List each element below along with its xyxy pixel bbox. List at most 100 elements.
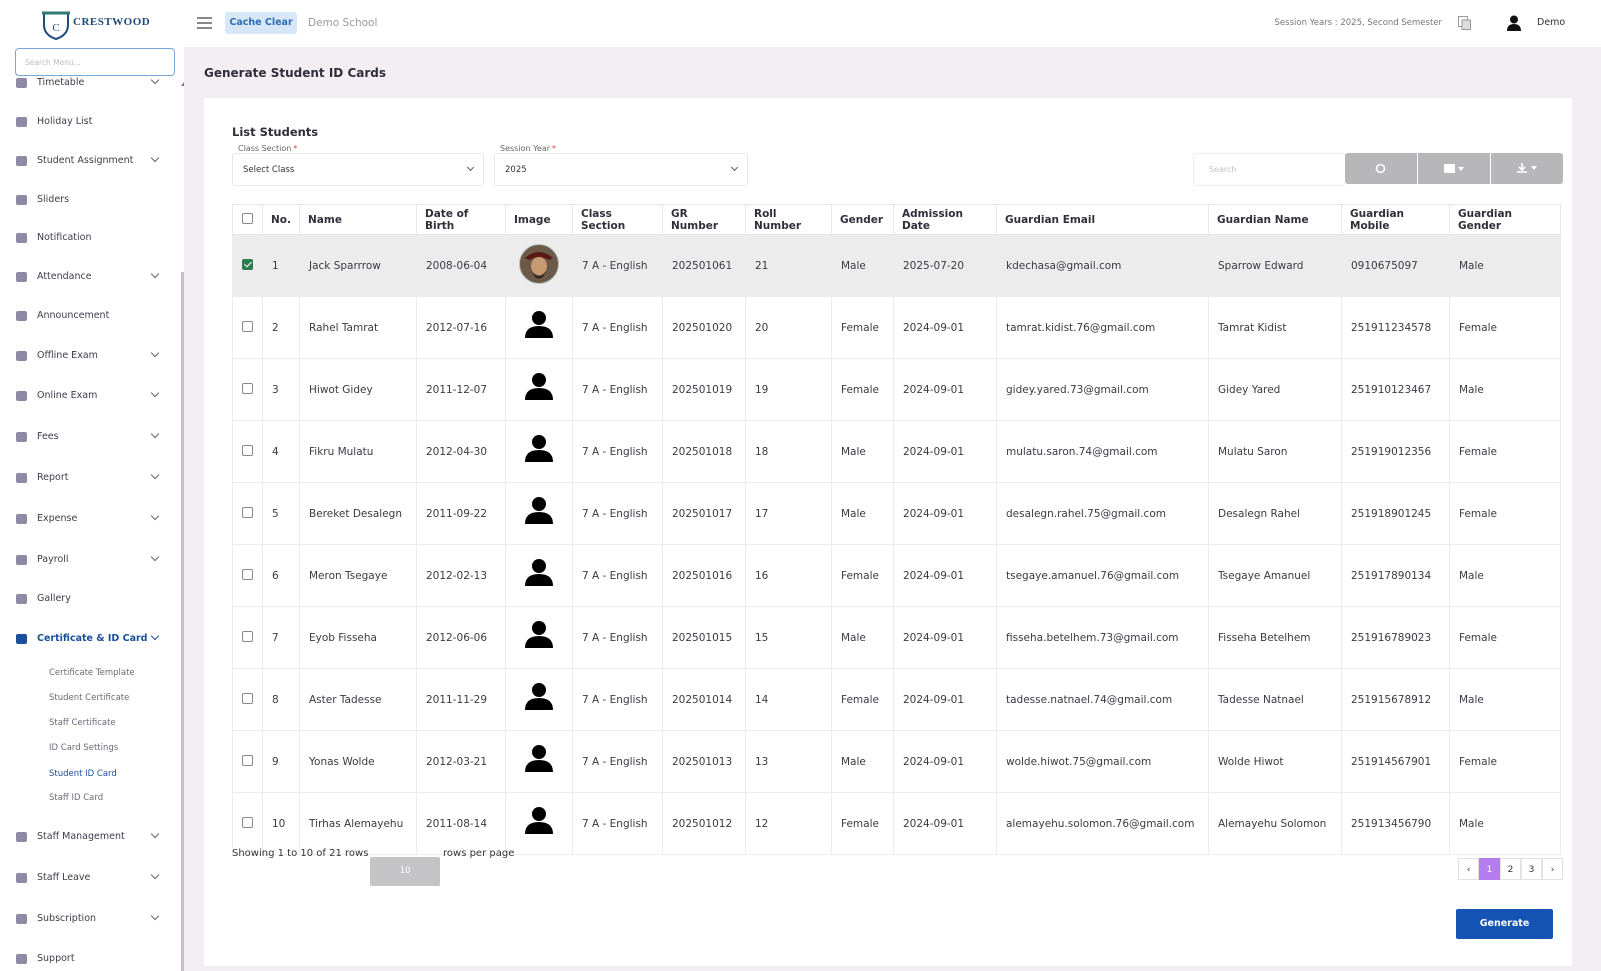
language-icon[interactable]	[1458, 16, 1471, 30]
menu-item[interactable]: Staff Leave	[0, 869, 176, 889]
menu-item[interactable]: Expense	[0, 510, 176, 530]
header-cell: Roll Number	[745, 204, 832, 235]
filter-select[interactable]: Select Class	[232, 153, 484, 186]
row-checkbox[interactable]	[242, 630, 253, 642]
submenu-item[interactable]: Certificate Template	[49, 668, 135, 678]
table-cell: 7 A - English	[572, 420, 663, 483]
menu-chevron	[150, 552, 160, 562]
filter-label-text: Session Year	[500, 144, 551, 153]
row-checkbox[interactable]	[242, 320, 253, 332]
row-checkbox[interactable]	[242, 382, 253, 394]
menu-item[interactable]: Staff Management	[0, 828, 176, 848]
table-cell: Fisseha Betelhem	[1208, 606, 1342, 669]
table-cell: 7 A - English	[572, 606, 663, 669]
table-search-placeholder: Search	[1209, 165, 1237, 174]
row-checkbox[interactable]	[242, 816, 253, 828]
submenu-item[interactable]: Student ID Card	[49, 769, 117, 779]
header-cell	[232, 204, 263, 235]
filter-label-text: Class Section	[238, 144, 292, 153]
menu-chevron	[150, 348, 160, 358]
menu-label: Payroll	[37, 554, 69, 565]
menu-icon	[16, 391, 27, 401]
page-number[interactable]: 2	[1500, 858, 1521, 880]
user-name[interactable]: Demo	[1537, 17, 1566, 28]
row-checkbox[interactable]	[242, 444, 253, 456]
table-cell: Male	[1449, 234, 1561, 297]
table-cell: Male	[831, 730, 894, 793]
menu-toggle[interactable]	[197, 17, 212, 29]
table-cell: 2024-09-01	[893, 544, 997, 607]
submenu-item[interactable]: ID Card Settings	[49, 743, 119, 753]
svg-text:C: C	[52, 22, 59, 34]
user-avatar[interactable]	[1507, 15, 1521, 31]
menu-item[interactable]: Holiday List	[0, 113, 176, 133]
menu-item[interactable]: Gallery	[0, 590, 176, 610]
page-number[interactable]: 1	[1479, 858, 1500, 880]
table-cell: 251916789023	[1341, 606, 1450, 669]
required-mark: *	[552, 144, 557, 153]
select-all-checkbox[interactable]	[242, 212, 253, 224]
menu-icon	[16, 873, 27, 883]
menu-item[interactable]: Online Exam	[0, 387, 176, 407]
page-size-select[interactable]: 10	[370, 857, 440, 886]
menu-item[interactable]: Sliders	[0, 191, 176, 211]
menu-item[interactable]: Announcement	[0, 307, 176, 327]
row-checkbox[interactable]	[242, 754, 253, 766]
menu-item[interactable]: Certificate & ID Card	[0, 630, 176, 650]
table-cell: 2011-09-22	[416, 482, 506, 545]
header-cell: Admission Date	[893, 204, 997, 235]
table-cell: tadesse.natnael.74@gmail.com	[996, 668, 1209, 731]
menu-item[interactable]: Subscription	[0, 910, 176, 930]
export-button[interactable]	[1491, 153, 1563, 184]
menu-item[interactable]: Attendance	[0, 268, 176, 288]
cache-clear-button[interactable]: Cache Clear	[225, 12, 297, 34]
session-info: Session Years : 2025, Second Semester	[1274, 18, 1442, 28]
refresh-button[interactable]	[1345, 153, 1417, 184]
next-page[interactable]: ›	[1542, 858, 1563, 880]
table-cell: 251914567901	[1341, 730, 1450, 793]
row-checkbox[interactable]	[242, 568, 253, 580]
menu-item[interactable]: Payroll	[0, 551, 176, 571]
row-checkbox[interactable]	[242, 506, 253, 518]
menu-item[interactable]: Notification	[0, 229, 176, 249]
columns-button[interactable]	[1418, 153, 1490, 184]
table-cell: 202501015	[662, 606, 746, 669]
prev-page[interactable]: ‹	[1458, 858, 1479, 880]
menu-search[interactable]: Search Menu...	[15, 48, 175, 76]
table-row: 5 Bereket Desalegn 2011-09-22 7 A - English…	[232, 482, 1561, 545]
menu-item[interactable]: Student Assignment	[0, 152, 176, 172]
menu-icon	[16, 514, 27, 524]
table-cell: 7 A - English	[572, 296, 663, 359]
table-cell: 1	[262, 234, 300, 297]
menu-search-placeholder: Search Menu...	[25, 58, 81, 67]
table-cell: Tadesse Natnael	[1208, 668, 1342, 731]
submenu-item[interactable]: Staff ID Card	[49, 793, 104, 803]
table-row: 3 Hiwot Gidey 2011-12-07 7 A - English 20250…	[232, 358, 1561, 421]
card-title: List Students	[232, 125, 319, 139]
generate-button[interactable]: Generate	[1456, 909, 1553, 939]
menu-item[interactable]: Timetable	[0, 74, 176, 94]
table-cell: Male	[1449, 544, 1561, 607]
table-cell: wolde.hiwot.75@gmail.com	[996, 730, 1209, 793]
table-cell: 2024-09-01	[893, 792, 997, 855]
page-number[interactable]: 3	[1521, 858, 1542, 880]
table-cell: 3	[262, 358, 300, 421]
table-cell: Rahel Tamrat	[299, 296, 417, 359]
filter-select[interactable]: 2025	[494, 153, 748, 186]
menu-item[interactable]: Fees	[0, 428, 176, 448]
row-checkbox[interactable]	[242, 692, 253, 704]
menu-item[interactable]: Support	[0, 950, 176, 970]
table-cell: Female	[1449, 606, 1561, 669]
menu-item[interactable]: Report	[0, 469, 176, 489]
table-search[interactable]: Search	[1193, 153, 1346, 186]
submenu-item[interactable]: Staff Certificate	[49, 718, 116, 728]
table-row: 9 Yonas Wolde 2012-03-21 7 A - English 20250…	[232, 730, 1561, 793]
menu-item[interactable]: Offline Exam	[0, 347, 176, 367]
row-checkbox[interactable]	[242, 258, 253, 270]
menu-label: Holiday List	[37, 116, 93, 127]
menu-icon	[16, 311, 27, 321]
submenu-item[interactable]: Student Certificate	[49, 693, 130, 703]
table-cell: 12	[745, 792, 832, 855]
table-cell: Alemayehu Solomon	[1208, 792, 1342, 855]
table-cell: Male	[831, 606, 894, 669]
